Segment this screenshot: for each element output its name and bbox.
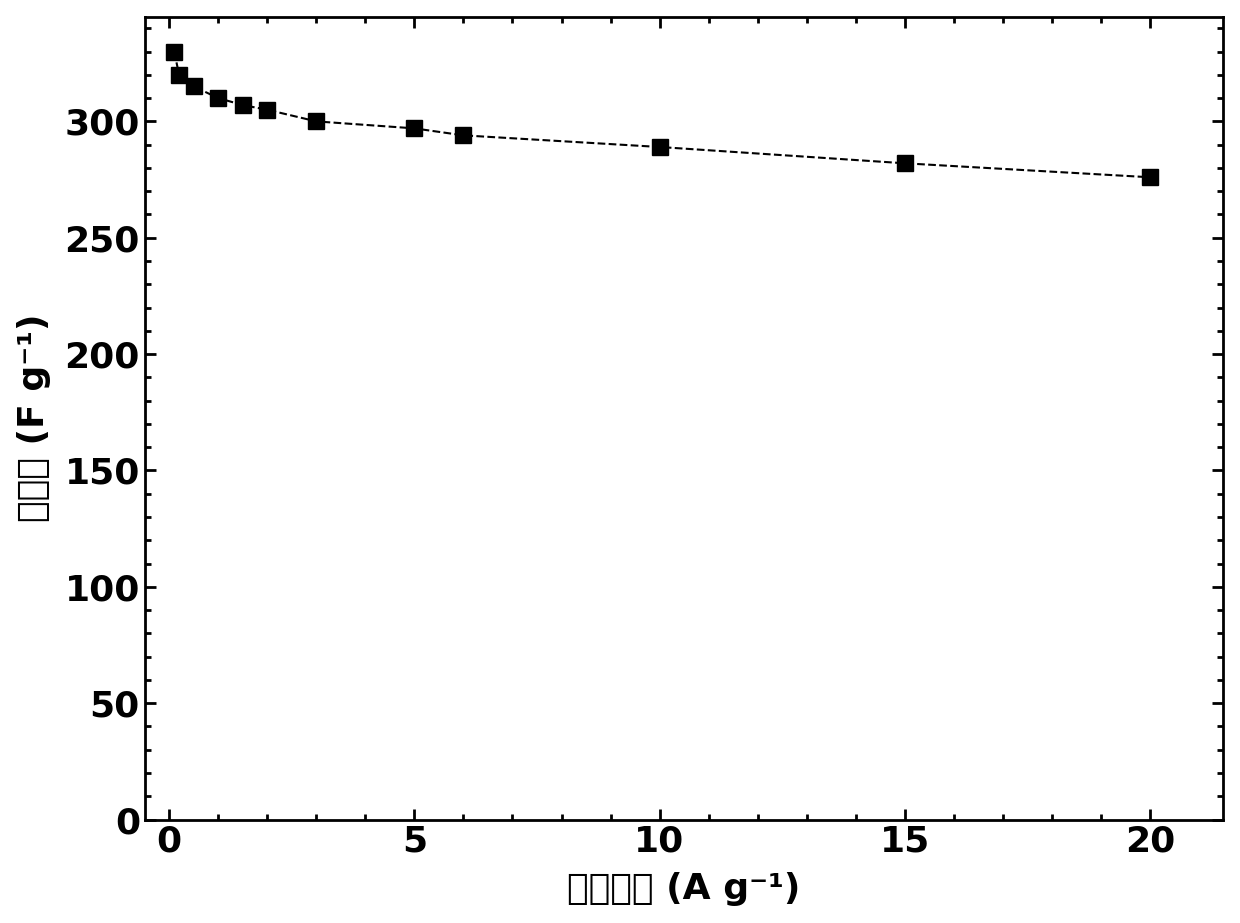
X-axis label: 电流密度 (A g⁻¹): 电流密度 (A g⁻¹) bbox=[568, 872, 801, 906]
Y-axis label: 比电容 (F g⁻¹): 比电容 (F g⁻¹) bbox=[16, 314, 51, 522]
